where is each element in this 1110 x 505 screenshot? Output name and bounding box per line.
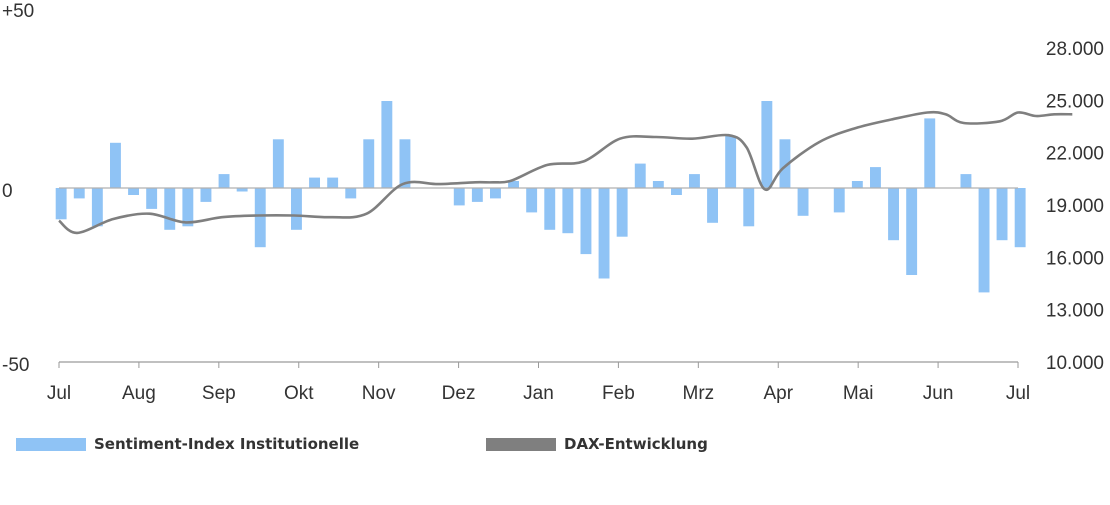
left-tick-label: -50 (2, 355, 29, 376)
x-tick-label-mrz: Mrz (683, 383, 715, 404)
sentiment-bar (779, 139, 791, 188)
legend-swatch-dax (486, 437, 556, 451)
x-tick-label-mai: Mai (843, 383, 874, 404)
sentiment-bar (55, 188, 67, 220)
right-tick-label: 13.000 (1046, 301, 1104, 322)
sentiment-bar (833, 188, 845, 213)
x-tick-label-jan: Jan (523, 383, 554, 404)
sentiment-bar (309, 177, 320, 188)
x-axis: Jul Aug Sep Okt Nov Dez Jan Feb Mrz Apr Mai Jun Jul (47, 361, 1030, 404)
left-axis: +50 0 -50 (2, 1, 34, 376)
sentiment-bars (55, 101, 1026, 293)
sentiment-bar (544, 188, 556, 230)
legend-label-sentiment: Sentiment-Index Institutionelle (94, 435, 360, 453)
sentiment-bar (218, 174, 230, 188)
sentiment-bar (671, 188, 682, 195)
x-tick-label-jun: Jun (923, 383, 954, 404)
sentiment-bar (363, 139, 375, 188)
sentiment-bar (598, 188, 610, 279)
sentiment-bar (381, 101, 393, 188)
sentiment-bar (906, 188, 918, 275)
sentiment-bar (182, 188, 194, 227)
right-tick-label: 28.000 (1046, 39, 1104, 60)
sentiment-bar (453, 188, 465, 206)
sentiment-bar (870, 167, 881, 188)
sentiment-bar (110, 142, 121, 188)
sentiment-bar (128, 188, 139, 195)
x-tick-label-okt: Okt (284, 383, 314, 404)
x-tick-label-feb: Feb (602, 383, 635, 404)
dax-line-group (58, 110, 1073, 235)
sentiment-bar (345, 188, 357, 199)
sentiment-bar (399, 139, 411, 188)
right-tick-label: 22.000 (1046, 144, 1104, 165)
sentiment-bar (562, 188, 574, 234)
right-tick-label: 16.000 (1046, 248, 1104, 269)
sentiment-bar (707, 188, 718, 223)
sentiment-bar (652, 181, 664, 188)
sentiment-bar (743, 188, 755, 227)
right-tick-label: 10.000 (1046, 353, 1104, 374)
x-tick-label-jul: Jul (47, 383, 71, 404)
sentiment-bar (851, 181, 863, 188)
sentiment-bar (797, 188, 809, 216)
sentiment-bar (996, 188, 1008, 241)
right-tick-label: 25.000 (1046, 91, 1104, 112)
sentiment-bar (924, 118, 936, 188)
sentiment-bar (616, 188, 628, 237)
sentiment-bar (526, 188, 538, 213)
sentiment-bar (580, 188, 592, 255)
sentiment-bar (725, 135, 737, 188)
left-tick-label: 0 (2, 181, 13, 202)
x-tick-label-sep: Sep (202, 383, 236, 404)
sentiment-bar (236, 188, 248, 192)
x-tick-label-apr: Apr (763, 383, 793, 404)
sentiment-bar (200, 188, 212, 202)
sentiment-bar (164, 188, 176, 230)
dax-line (58, 110, 1073, 235)
sentiment-bar (327, 177, 339, 188)
right-axis: 28.000 25.000 22.000 19.000 16.000 13.000 10.0… (1046, 39, 1104, 374)
sentiment-bar (146, 188, 158, 209)
sentiment-bar (73, 188, 85, 199)
right-tick-label: 19.000 (1046, 196, 1104, 217)
sentiment-bar (960, 174, 972, 188)
x-tick-label-jul: Jul (1006, 383, 1030, 404)
left-tick-label: +50 (2, 1, 34, 22)
sentiment-bar (91, 188, 103, 227)
sentiment-bar (272, 139, 284, 188)
legend-item-sentiment: Sentiment-Index Institutionelle (16, 434, 359, 454)
sentiment-bar (254, 188, 266, 248)
sentiment-bar (888, 188, 899, 241)
legend-item-dax: DAX-Entwicklung (486, 434, 708, 454)
sentiment-bar (490, 188, 501, 199)
sentiment-bar (978, 188, 990, 293)
legend-label-dax: DAX-Entwicklung (564, 435, 708, 453)
x-tick-label-dez: Dez (442, 383, 476, 404)
x-tick-label-aug: Aug (122, 383, 156, 404)
legend-swatch-sentiment (16, 437, 86, 451)
sentiment-bar (689, 174, 700, 188)
sentiment-bar (291, 188, 302, 230)
sentiment-bar (634, 163, 646, 188)
sentiment-bar (761, 101, 773, 188)
sentiment-bar (1014, 188, 1026, 248)
x-tick-label-nov: Nov (362, 383, 396, 404)
sentiment-bar (508, 181, 519, 188)
sentiment-bar (471, 188, 483, 202)
